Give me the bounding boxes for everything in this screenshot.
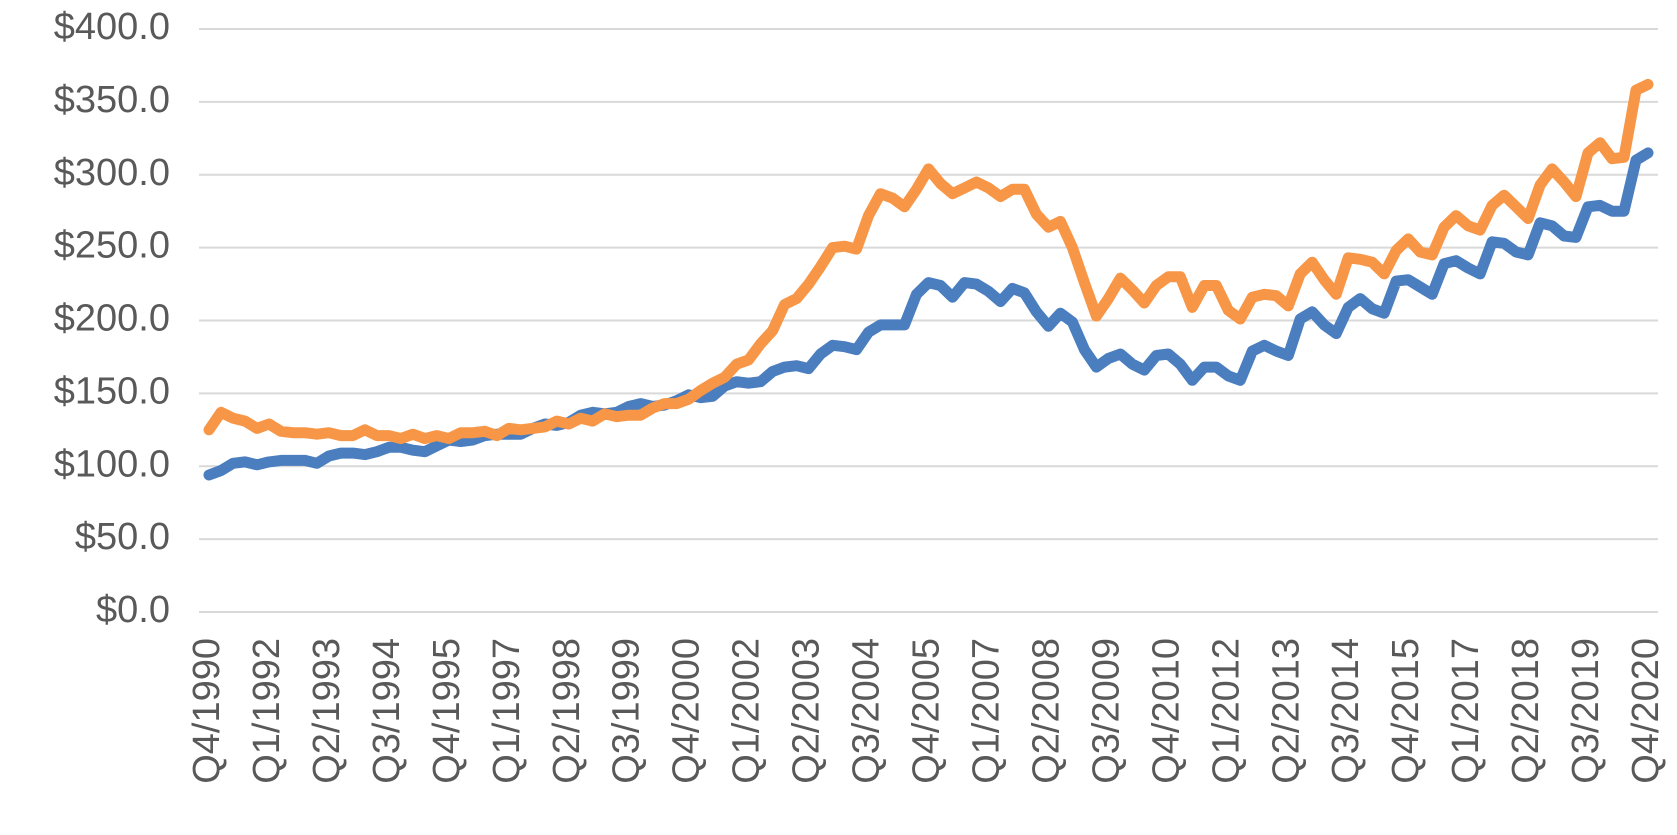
x-tick-label: Q3/2004 xyxy=(846,638,888,784)
x-tick-label: Q4/1990 xyxy=(186,638,228,784)
x-tick-label: Q4/2010 xyxy=(1145,638,1187,784)
x-tick-label: Q3/2014 xyxy=(1325,638,1367,784)
x-tick-label: Q1/2017 xyxy=(1445,638,1487,784)
y-tick-label: $0.0 xyxy=(96,589,170,631)
x-tick-label: Q3/2019 xyxy=(1565,638,1607,784)
x-tick-label: Q2/2008 xyxy=(1025,638,1067,784)
y-tick-label: $150.0 xyxy=(54,370,170,412)
x-tick-label: Q1/2012 xyxy=(1205,638,1247,784)
x-tick-label: Q2/2013 xyxy=(1265,638,1307,784)
x-tick-label: Q4/2005 xyxy=(906,638,948,784)
x-tick-label: Q4/1995 xyxy=(426,638,468,784)
series-line xyxy=(203,78,1654,445)
x-tick-label: Q4/2020 xyxy=(1625,638,1667,784)
y-tick-label: $200.0 xyxy=(54,298,170,340)
x-tick-label: Q2/2018 xyxy=(1505,638,1547,784)
y-tick-label: $250.0 xyxy=(54,225,170,267)
x-tick-label: Q2/1998 xyxy=(546,638,588,784)
x-tick-label: Q3/2009 xyxy=(1085,638,1127,784)
series-line xyxy=(203,147,1654,481)
y-tick-label: $100.0 xyxy=(54,443,170,485)
y-tick-label: $350.0 xyxy=(54,79,170,121)
y-tick-label: $300.0 xyxy=(54,152,170,194)
y-tick-label: $50.0 xyxy=(75,516,170,558)
x-tick-label: Q1/1997 xyxy=(486,638,528,784)
x-tick-label: Q3/1994 xyxy=(366,638,408,784)
x-tick-label: Q3/1999 xyxy=(606,638,648,784)
x-tick-label: Q4/2000 xyxy=(666,638,708,784)
x-tick-label: Q2/2003 xyxy=(786,638,828,784)
x-tick-label: Q4/2015 xyxy=(1385,638,1427,784)
x-tick-label: Q2/1993 xyxy=(306,638,348,784)
x-tick-label: Q1/2002 xyxy=(726,638,768,784)
x-tick-label: Q1/2007 xyxy=(965,638,1007,784)
x-tick-label: Q1/1992 xyxy=(246,638,288,784)
y-tick-label: $400.0 xyxy=(54,6,170,48)
